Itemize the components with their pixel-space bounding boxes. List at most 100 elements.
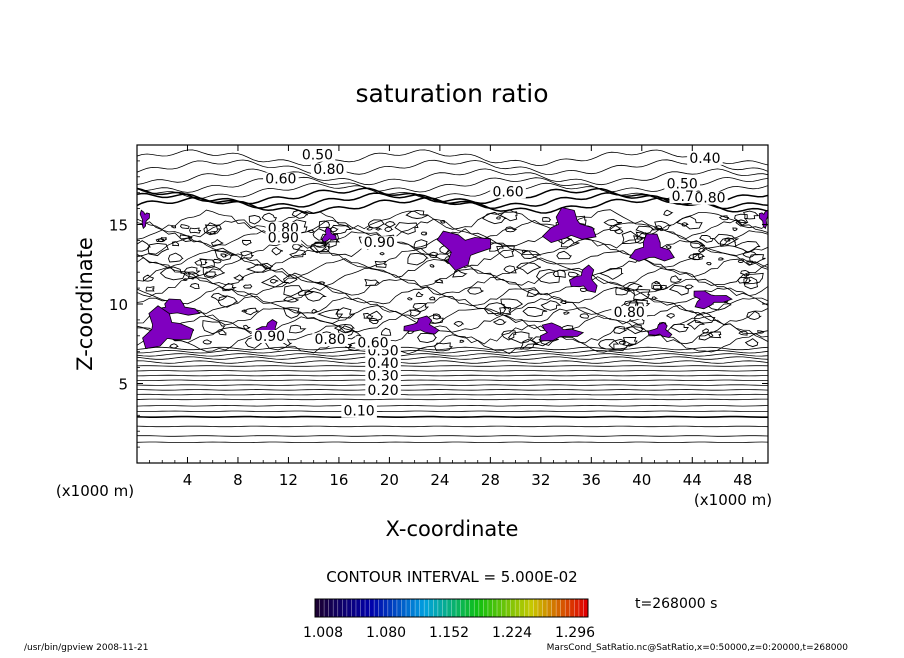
contour-line: [686, 319, 706, 330]
contour-line: [337, 325, 356, 337]
contour-line: [137, 187, 768, 205]
contour-line: [743, 276, 759, 290]
colorbar-swatch: [547, 599, 552, 617]
contour-line: [137, 441, 768, 443]
shaded-region: [321, 226, 337, 243]
contour-line: [137, 393, 768, 396]
contour-line: [189, 227, 202, 234]
colorbar-swatch: [446, 599, 452, 617]
contour-line: [304, 291, 327, 302]
contour-line: [336, 307, 356, 319]
colorbar-swatch: [415, 599, 420, 617]
contour-line: [718, 257, 725, 261]
contour-interval-label: CONTOUR INTERVAL = 5.000E-02: [326, 568, 577, 586]
contour-line: [632, 289, 651, 301]
colorbar-swatch: [519, 599, 525, 617]
contour-line: [757, 330, 765, 334]
contour-line: [137, 168, 768, 186]
contour-line: [374, 260, 387, 268]
contour-line: [467, 287, 484, 295]
contour-line: [137, 266, 768, 287]
contour-line: [137, 374, 768, 377]
contour-line: [333, 323, 355, 334]
colorbar-swatch: [374, 599, 379, 617]
contour-line: [542, 217, 552, 222]
contour-line: [137, 159, 768, 175]
contour-line: [374, 227, 383, 231]
colorbar-tick-label: 1.008: [303, 625, 343, 641]
contour-line: [289, 249, 307, 258]
contour-line: [432, 313, 441, 320]
contour-line: [738, 330, 749, 336]
colorbar-swatch: [533, 599, 539, 617]
colorbar-swatch: [460, 599, 466, 617]
shaded-region: [758, 209, 768, 230]
contour-line: [137, 275, 768, 298]
colorbar-swatch: [456, 599, 461, 617]
contour-line: [210, 239, 224, 246]
x-tick-label: 8: [233, 471, 243, 489]
colorbar-swatch: [510, 599, 516, 617]
contour-line: [618, 340, 627, 345]
colorbar-swatch: [360, 599, 366, 617]
contour-line: [214, 247, 236, 261]
contour-line: [137, 379, 768, 381]
colorbar-swatch: [324, 599, 329, 617]
contour-line: [202, 339, 213, 345]
contour-line: [242, 324, 251, 330]
contour-line: [734, 213, 749, 223]
contour-line: [406, 297, 413, 301]
contour-line: [179, 224, 190, 229]
colorbar-swatch: [528, 599, 534, 617]
contour-line: [194, 258, 208, 266]
contour-line: [535, 268, 560, 284]
contour-line: [137, 349, 768, 354]
shaded-region: [539, 322, 585, 342]
contour-line: [743, 272, 764, 285]
colorbar-swatch: [351, 599, 357, 617]
y-tick-label: 15: [109, 217, 128, 235]
contour-label: 0.60: [265, 172, 296, 188]
contour-line: [706, 262, 712, 266]
contour-label-bg: [692, 191, 728, 205]
time-label: t=268000 s: [635, 596, 717, 612]
colorbar-tick-label: 1.152: [429, 625, 469, 641]
contour-line: [137, 384, 768, 386]
contour-line: [621, 230, 645, 244]
contour-line: [137, 356, 768, 360]
contour-line: [379, 252, 385, 256]
contour-line: [702, 328, 710, 334]
colorbar-swatch: [396, 599, 402, 617]
contour-line: [483, 302, 507, 315]
contour-line: [320, 233, 339, 243]
contour-line: [137, 389, 768, 391]
contour-line: [405, 209, 429, 219]
contour-line: [271, 246, 284, 256]
contour-line: [137, 435, 768, 437]
contour-line: [137, 176, 768, 193]
contour-line: [412, 302, 430, 313]
colorbar-swatch: [565, 599, 571, 617]
colorbar-swatch: [315, 599, 320, 617]
contour-line: [676, 215, 703, 230]
shaded-region: [403, 315, 440, 335]
contour-line: [496, 245, 515, 259]
contour-label: 0.90: [268, 230, 299, 246]
contour-line: [599, 268, 624, 280]
contour-line: [183, 266, 201, 275]
contour-line: [515, 262, 542, 275]
contour-line: [420, 231, 428, 236]
contour-line: [261, 212, 277, 222]
contour-line: [733, 241, 761, 253]
contour-line: [137, 398, 768, 401]
colorbar-swatch: [583, 599, 589, 617]
colorbar-swatch: [428, 599, 434, 617]
colorbar-tick-label: 1.080: [366, 625, 406, 641]
contour-label-bg: [611, 306, 647, 320]
colorbar: [314, 598, 589, 618]
contour-line: [242, 284, 253, 289]
plot-area: [137, 149, 768, 443]
colorbar-tick-label: 1.224: [492, 625, 532, 641]
x-tick-label: 36: [582, 471, 601, 489]
